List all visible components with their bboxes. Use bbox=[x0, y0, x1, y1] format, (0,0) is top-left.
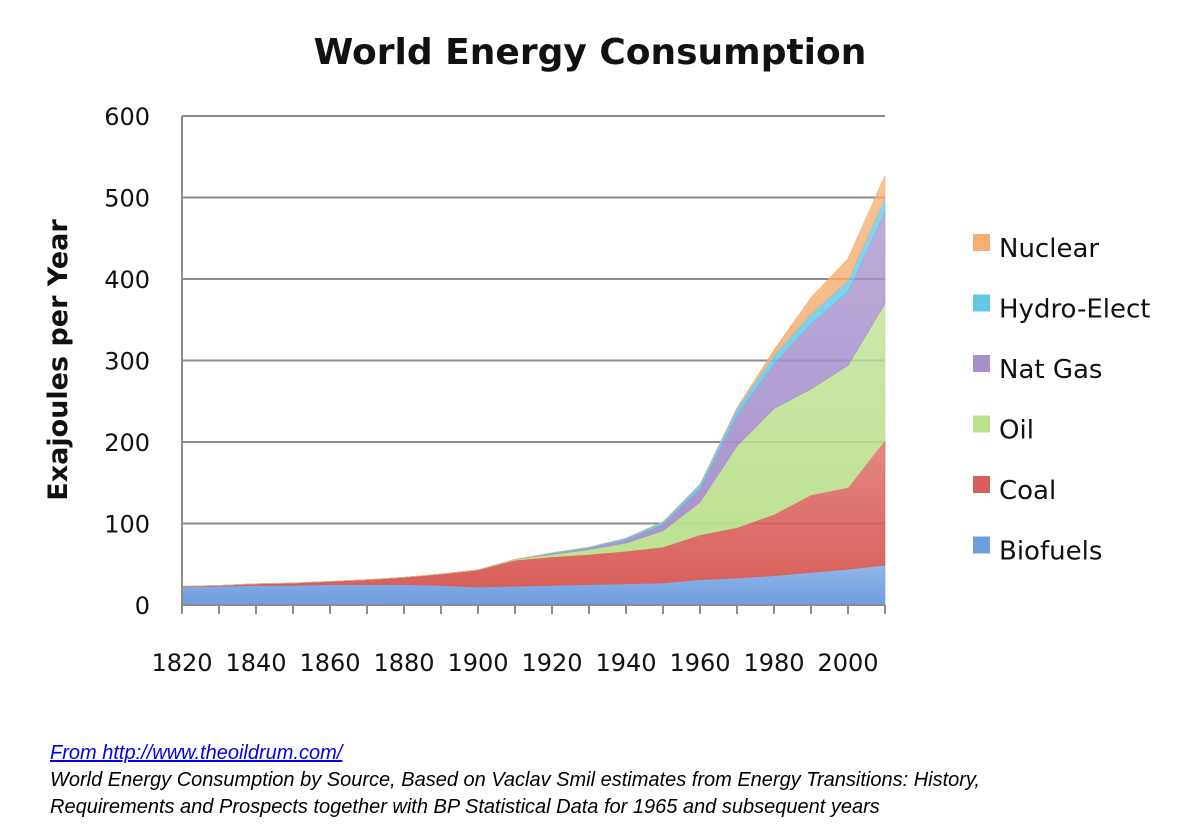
legend-label: Biofuels bbox=[999, 537, 1102, 567]
chart-title: World Energy Consumption bbox=[314, 32, 867, 73]
area-series-nuclear bbox=[181, 175, 886, 587]
legend-swatch bbox=[973, 476, 990, 493]
y-tick-label: 500 bbox=[104, 185, 150, 213]
legend: Nuclear Hydro-Elect Nat Gas Oil Coal Biofuels bbox=[973, 234, 1150, 567]
legend-swatch bbox=[973, 294, 990, 312]
caption: From http://www.theoildrum.com/ World En… bbox=[50, 740, 1160, 821]
caption-line-2: Requirements and Prospects together with… bbox=[50, 796, 880, 818]
legend-label: Oil bbox=[999, 416, 1034, 446]
y-tick-label: 300 bbox=[104, 348, 150, 376]
legend-swatch bbox=[973, 234, 990, 251]
x-tick-label: 1880 bbox=[373, 649, 434, 677]
y-axis-label: Exajoules per Year bbox=[43, 219, 74, 501]
legend-swatch bbox=[973, 536, 990, 554]
legend-label: Nat Gas bbox=[999, 355, 1102, 385]
y-tick-label: 0 bbox=[135, 592, 150, 620]
y-tick-label: 100 bbox=[104, 511, 150, 539]
x-tick-label: 1820 bbox=[151, 649, 212, 677]
stacked-areas bbox=[181, 175, 886, 606]
legend-swatch bbox=[973, 355, 990, 372]
x-tick-label: 1900 bbox=[447, 649, 508, 677]
legend-label: Hydro-Elect bbox=[999, 295, 1150, 325]
energy-consumption-chart: World Energy Consumption Exajoules per Y… bbox=[43, 32, 1150, 677]
x-tick-label: 1840 bbox=[225, 649, 286, 677]
y-tick-label: 200 bbox=[104, 429, 150, 457]
x-tick-label: 1960 bbox=[669, 649, 730, 677]
x-tick-label: 2000 bbox=[817, 649, 878, 677]
x-tick-label: 1980 bbox=[743, 649, 804, 677]
axes bbox=[181, 116, 886, 614]
source-link[interactable]: From http://www.theoildrum.com/ bbox=[50, 742, 343, 764]
x-tick-label: 1860 bbox=[299, 649, 360, 677]
y-tick-label: 400 bbox=[104, 266, 150, 294]
y-tick-labels: 0 100 200 300 400 500 600 bbox=[104, 103, 150, 620]
x-tick-labels: 1820 1840 1860 1880 1900 1920 1940 1960 1980 2000 bbox=[151, 649, 878, 677]
y-tick-label: 600 bbox=[104, 103, 150, 131]
x-tick-label: 1940 bbox=[595, 649, 656, 677]
x-tick-label: 1920 bbox=[521, 649, 582, 677]
legend-swatch bbox=[973, 415, 990, 433]
caption-line-1: World Energy Consumption by Source, Base… bbox=[50, 769, 980, 791]
legend-label: Nuclear bbox=[999, 234, 1099, 264]
legend-label: Coal bbox=[999, 476, 1056, 506]
